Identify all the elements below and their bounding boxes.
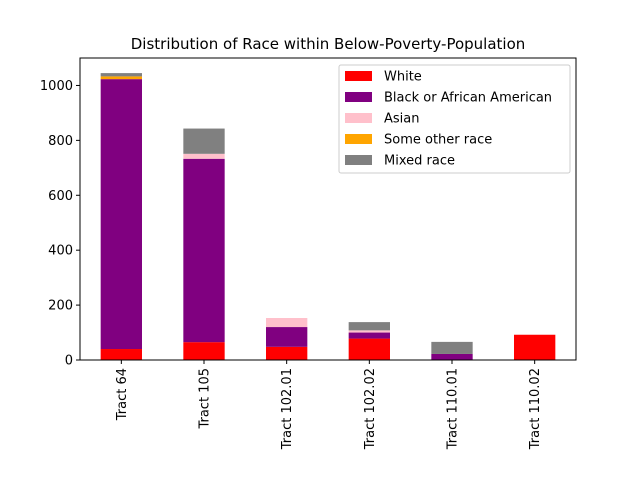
bar-segment [100, 79, 142, 350]
bar-segment [266, 346, 308, 360]
bar-segment [100, 76, 142, 80]
axes-group: 0 200 400 600 800 1000 Tract 64 Tract 105 Tract … [40, 57, 577, 450]
bar-segment [183, 342, 225, 360]
x-tick-label: Tract 110.01 [446, 368, 461, 450]
bar-segment [100, 73, 142, 77]
bar-segment [431, 341, 473, 354]
y-tick-label: 200 [48, 299, 73, 314]
legend-swatch [345, 134, 372, 144]
bar-segment [348, 330, 390, 333]
legend-label: White [384, 70, 422, 85]
legend-swatch [345, 113, 372, 123]
bar-segment [514, 334, 556, 360]
legend-label: Asian [384, 112, 419, 127]
bar-segment [348, 322, 390, 331]
legend-label: Some other race [384, 133, 492, 148]
legend-swatch [345, 92, 372, 102]
legend-label: Black or African American [384, 91, 552, 106]
bar-segment [348, 332, 390, 339]
x-tick-label: Tract 64 [115, 368, 130, 421]
bar-segment [183, 128, 225, 154]
x-tick-label: Tract 102.01 [280, 368, 295, 450]
bars-group [100, 73, 556, 360]
x-tick-label: Tract 105 [198, 368, 213, 430]
legend: White Black or African American Asian Some … [338, 64, 571, 174]
bar-segment [266, 327, 308, 347]
bar-segment [266, 317, 308, 328]
legend-swatch [345, 71, 372, 81]
plot-frame [79, 57, 577, 361]
bar-segment [100, 349, 142, 360]
legend-label: Mixed race [384, 154, 455, 169]
bar-segment [348, 338, 390, 360]
y-tick-label: 400 [48, 244, 73, 259]
x-tick-label: Tract 110.02 [528, 368, 543, 450]
y-tick-label: 1000 [40, 79, 73, 94]
bar-segment [183, 158, 225, 343]
legend-swatch [345, 155, 372, 165]
legend-box [338, 64, 571, 174]
y-tick-label: 600 [48, 189, 73, 204]
bar-segment [183, 153, 225, 159]
x-tick-label: Tract 102.02 [363, 368, 378, 450]
chart-title: Distribution of Race within Below-Povert… [131, 35, 526, 53]
y-tick-label: 0 [65, 354, 73, 369]
bar-segment [431, 353, 473, 360]
y-tick-label: 800 [48, 134, 73, 149]
